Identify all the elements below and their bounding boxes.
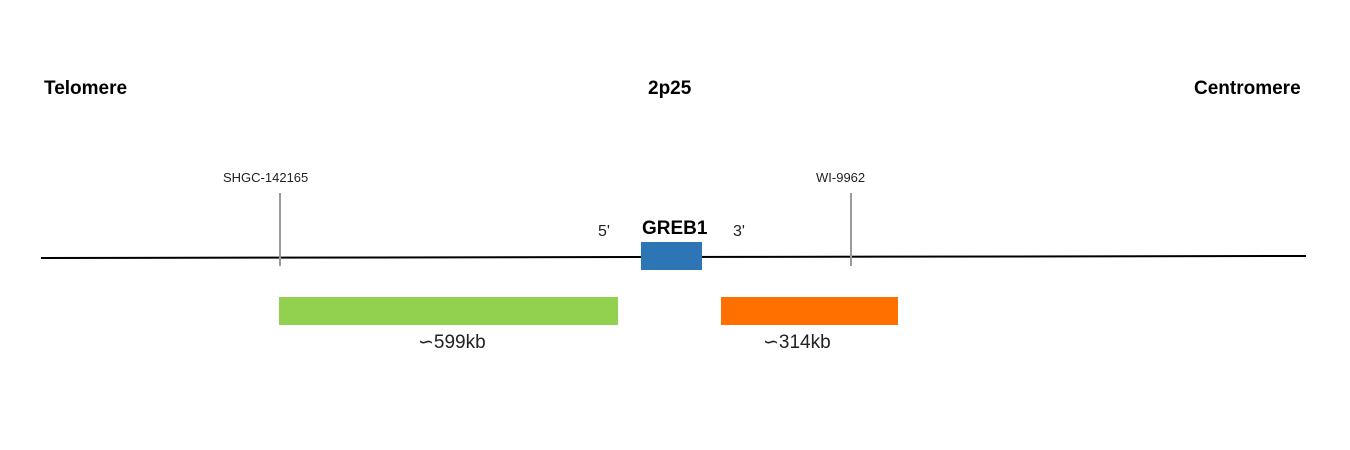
marker-label-wi: WI-9962 bbox=[816, 170, 866, 185]
marker-tick-shgc bbox=[279, 193, 281, 266]
heading-locus: 2p25 bbox=[648, 78, 692, 99]
region-bar-centromeric bbox=[721, 297, 898, 325]
heading-telomere: Telomere bbox=[44, 78, 128, 99]
gene-name: GREB1 bbox=[642, 218, 708, 239]
five-prime-label: 5' bbox=[598, 223, 610, 240]
marker-label-shgc: SHGC-142165 bbox=[223, 170, 309, 185]
region-bar-telomeric bbox=[279, 297, 618, 325]
marker-tick-wi bbox=[850, 193, 852, 266]
gene-box bbox=[641, 242, 702, 270]
region-label-telomeric: ∽599kb bbox=[418, 332, 486, 353]
region-label-centromeric: ∽314kb bbox=[763, 332, 831, 353]
three-prime-label: 3' bbox=[733, 223, 745, 240]
heading-centromere: Centromere bbox=[1194, 78, 1301, 99]
